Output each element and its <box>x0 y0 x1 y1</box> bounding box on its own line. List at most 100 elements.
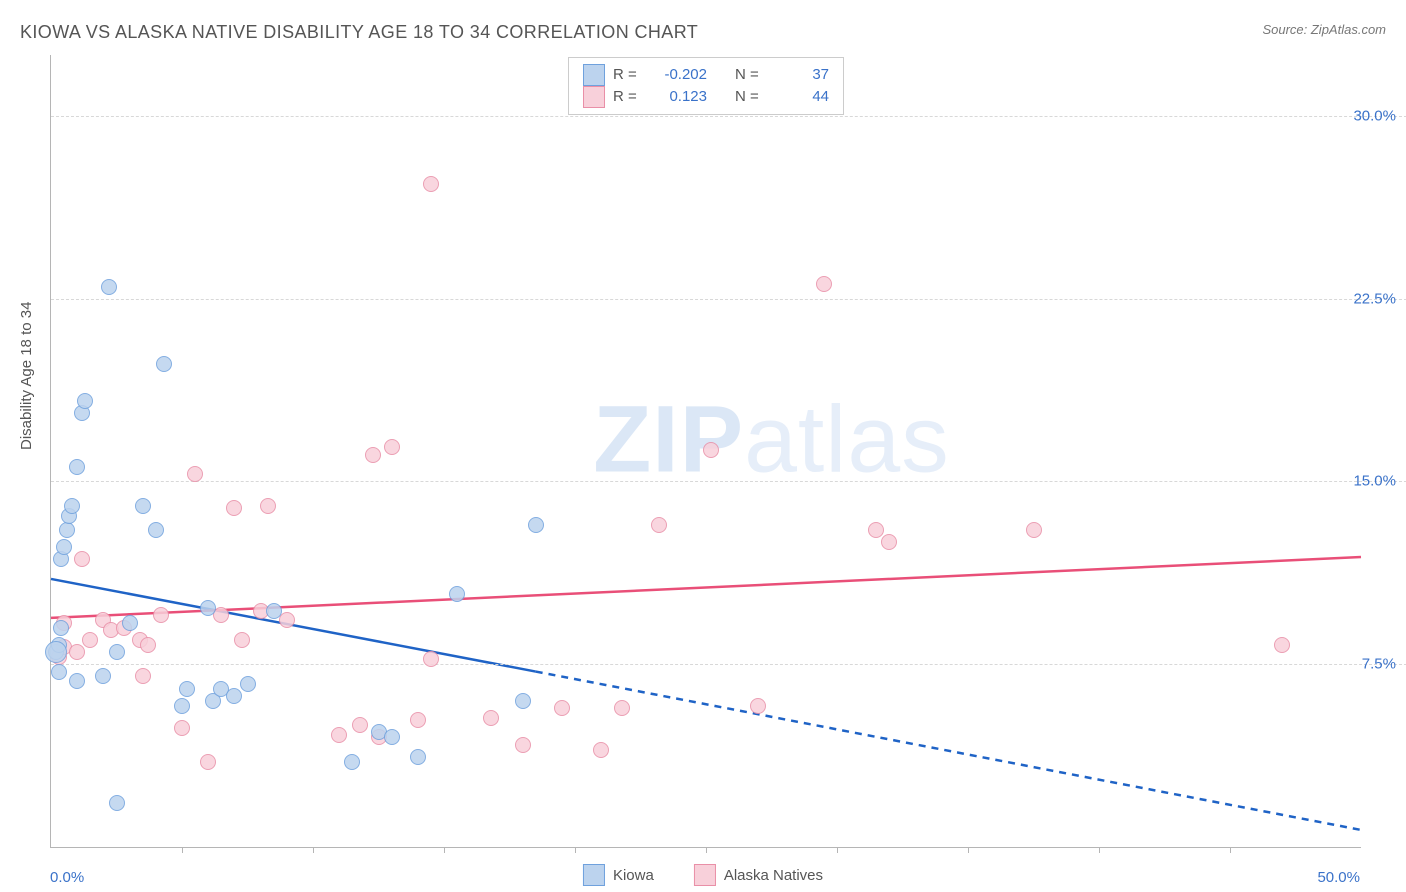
scatter-point <box>554 700 570 716</box>
scatter-point <box>77 393 93 409</box>
legend-label: Alaska Natives <box>724 867 823 884</box>
stat-n-value: 44 <box>773 86 829 108</box>
scatter-point <box>868 522 884 538</box>
scatter-point <box>135 498 151 514</box>
scatter-point <box>410 749 426 765</box>
scatter-point <box>423 651 439 667</box>
scatter-point <box>449 586 465 602</box>
legend-item: Kiowa <box>583 864 654 886</box>
scatter-point <box>410 712 426 728</box>
scatter-point <box>266 603 282 619</box>
scatter-point <box>1026 522 1042 538</box>
stats-legend-row: R = -0.202 N = 37 <box>583 64 829 86</box>
x-tick-mark <box>837 847 838 853</box>
scatter-point <box>528 517 544 533</box>
y-tick-label: 22.5% <box>1353 290 1396 307</box>
scatter-point <box>148 522 164 538</box>
scatter-point-emphasis <box>45 641 67 663</box>
gridline <box>51 664 1406 665</box>
stat-label: R = <box>613 86 643 108</box>
scatter-point <box>226 688 242 704</box>
scatter-point <box>174 720 190 736</box>
scatter-point <box>135 668 151 684</box>
x-tick-mark <box>313 847 314 853</box>
stat-r-value: 0.123 <box>651 86 707 108</box>
scatter-point <box>279 612 295 628</box>
scatter-point <box>483 710 499 726</box>
legend-swatch <box>583 64 605 86</box>
scatter-point <box>651 517 667 533</box>
x-tick-mark <box>706 847 707 853</box>
gridline <box>51 299 1406 300</box>
legend-swatch <box>583 864 605 886</box>
scatter-point <box>816 276 832 292</box>
scatter-point <box>515 693 531 709</box>
stat-label: N = <box>735 86 765 108</box>
scatter-point <box>331 727 347 743</box>
x-tick-label: 0.0% <box>50 869 84 886</box>
scatter-point <box>95 668 111 684</box>
scatter-point <box>69 459 85 475</box>
legend-swatch <box>583 86 605 108</box>
scatter-point <box>179 681 195 697</box>
x-tick-mark <box>1099 847 1100 853</box>
stat-r-value: -0.202 <box>651 64 707 86</box>
scatter-point <box>423 176 439 192</box>
trend-line <box>536 672 1361 830</box>
plot-area: ZIPatlas R =-0.202N =37R =0.123N =44 <box>50 55 1361 848</box>
legend-label: Kiowa <box>613 867 654 884</box>
scatter-point <box>64 498 80 514</box>
legend-swatch <box>694 864 716 886</box>
scatter-point <box>384 729 400 745</box>
scatter-point <box>56 539 72 555</box>
scatter-point <box>365 447 381 463</box>
scatter-point <box>352 717 368 733</box>
x-tick-mark <box>182 847 183 853</box>
scatter-point <box>109 644 125 660</box>
scatter-point <box>82 632 98 648</box>
scatter-point <box>614 700 630 716</box>
stats-legend-row: R = 0.123 N = 44 <box>583 86 829 108</box>
scatter-point <box>703 442 719 458</box>
scatter-point <box>74 551 90 567</box>
y-axis-label: Disability Age 18 to 34 <box>18 302 35 450</box>
scatter-point <box>200 754 216 770</box>
scatter-point <box>53 620 69 636</box>
scatter-point <box>174 698 190 714</box>
scatter-point <box>1274 637 1290 653</box>
gridline <box>51 116 1406 117</box>
scatter-point <box>140 637 156 653</box>
stat-label: R = <box>613 64 643 86</box>
scatter-point <box>59 522 75 538</box>
scatter-point <box>153 607 169 623</box>
scatter-point <box>344 754 360 770</box>
legend-item: Alaska Natives <box>694 864 823 886</box>
x-tick-label: 50.0% <box>1317 869 1360 886</box>
x-tick-mark <box>968 847 969 853</box>
y-tick-label: 15.0% <box>1353 473 1396 490</box>
scatter-point <box>260 498 276 514</box>
scatter-point <box>384 439 400 455</box>
scatter-point <box>122 615 138 631</box>
y-tick-label: 30.0% <box>1353 107 1396 124</box>
scatter-point <box>69 644 85 660</box>
scatter-point <box>200 600 216 616</box>
scatter-point <box>69 673 85 689</box>
scatter-point <box>156 356 172 372</box>
stat-n-value: 37 <box>773 64 829 86</box>
x-tick-mark <box>1230 847 1231 853</box>
scatter-point <box>881 534 897 550</box>
trend-line <box>51 557 1361 618</box>
scatter-point <box>101 279 117 295</box>
scatter-point <box>51 664 67 680</box>
stats-legend: R = -0.202 N = 37 R = 0.123 N = 44 <box>568 57 844 115</box>
scatter-point <box>750 698 766 714</box>
gridline <box>51 481 1406 482</box>
x-tick-mark <box>444 847 445 853</box>
stat-label: N = <box>735 64 765 86</box>
scatter-point <box>240 676 256 692</box>
scatter-point <box>109 795 125 811</box>
scatter-point <box>226 500 242 516</box>
scatter-point <box>234 632 250 648</box>
source-attribution: Source: ZipAtlas.com <box>1262 22 1386 37</box>
